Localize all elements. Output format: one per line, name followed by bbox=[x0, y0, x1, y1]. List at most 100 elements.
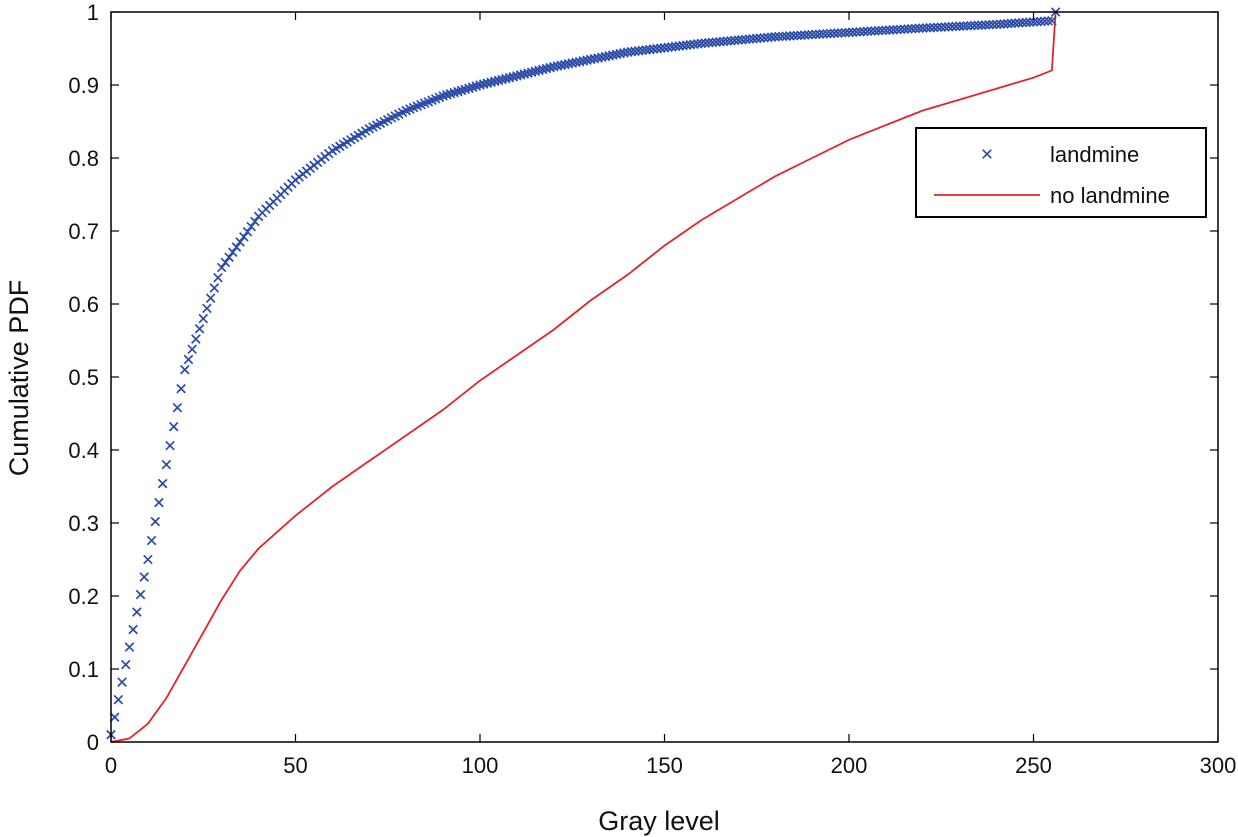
data-point-landmine bbox=[910, 23, 921, 34]
data-point-landmine bbox=[881, 25, 891, 36]
data-point-landmine bbox=[198, 313, 209, 324]
axes-layer: 0 50 100 150 200 250 300 0 0.1 0.2 0.3 0.4 0.5 0.6 0.7… bbox=[68, 0, 1236, 778]
data-point-landmine bbox=[977, 20, 987, 30]
data-point-landmine bbox=[847, 27, 858, 38]
data-point-landmine bbox=[947, 21, 958, 32]
data-point-landmine bbox=[958, 21, 969, 31]
legend-landmine-marker bbox=[982, 149, 992, 159]
data-point-landmine bbox=[139, 572, 150, 582]
data-point-landmine bbox=[932, 22, 943, 33]
legend-landmine-x bbox=[982, 149, 992, 159]
x-tick-label: 100 bbox=[462, 753, 499, 778]
data-point-landmine bbox=[1047, 15, 1057, 26]
data-point-landmine bbox=[965, 20, 976, 31]
data-point-landmine bbox=[1021, 17, 1031, 28]
data-point-landmine bbox=[999, 19, 1009, 29]
data-point-landmine bbox=[984, 19, 995, 30]
data-point-landmine bbox=[161, 459, 172, 470]
data-point-landmine bbox=[969, 20, 980, 31]
data-point-landmine bbox=[1043, 16, 1054, 26]
data-point-landmine bbox=[925, 22, 935, 33]
data-point-landmine bbox=[231, 242, 242, 252]
data-point-landmine bbox=[124, 642, 135, 652]
data-point-landmine bbox=[829, 28, 840, 39]
data-point-landmine bbox=[235, 237, 245, 247]
data-point-landmine bbox=[803, 30, 814, 40]
data-point-landmine bbox=[862, 26, 873, 37]
data-point-landmine bbox=[991, 19, 1002, 30]
y-tick-label: 0.9 bbox=[68, 73, 99, 98]
series-landmine-markers bbox=[106, 7, 1061, 740]
data-point-landmine bbox=[774, 31, 784, 42]
data-point-landmine bbox=[202, 303, 212, 314]
data-point-landmine bbox=[936, 22, 947, 32]
data-point-landmine bbox=[903, 24, 913, 34]
data-point-landmine bbox=[833, 28, 843, 38]
data-point-landmine bbox=[888, 25, 899, 35]
data-point-landmine bbox=[929, 22, 939, 33]
data-point-landmine bbox=[187, 344, 197, 355]
data-point-landmine bbox=[183, 354, 194, 365]
data-point-landmine bbox=[921, 23, 932, 33]
data-point-landmine bbox=[150, 516, 161, 527]
data-point-landmine bbox=[143, 554, 153, 565]
data-point-landmine bbox=[770, 32, 781, 42]
data-point-landmine bbox=[799, 30, 810, 40]
x-tick-label: 0 bbox=[105, 753, 117, 778]
data-point-landmine bbox=[1002, 18, 1013, 29]
data-point-landmine bbox=[250, 216, 260, 227]
data-point-landmine bbox=[917, 23, 928, 33]
y-tick-label: 0.1 bbox=[68, 657, 99, 682]
data-point-landmine bbox=[1010, 18, 1020, 28]
y-tick-label: 0.6 bbox=[68, 292, 99, 317]
data-point-landmine bbox=[176, 383, 186, 394]
data-point-landmine bbox=[146, 535, 157, 546]
data-point-landmine bbox=[165, 440, 175, 451]
data-point-landmine bbox=[168, 421, 179, 432]
data-point-landmine bbox=[884, 25, 895, 35]
data-point-landmine bbox=[873, 25, 884, 36]
legend-box bbox=[915, 127, 1207, 218]
data-point-landmine bbox=[1028, 17, 1039, 27]
data-point-landmine bbox=[154, 497, 164, 508]
data-point-landmine bbox=[1017, 17, 1028, 28]
x-tick-label: 300 bbox=[1200, 753, 1237, 778]
data-point-landmine bbox=[914, 23, 924, 34]
data-point-landmine bbox=[239, 232, 249, 242]
data-point-landmine bbox=[836, 28, 847, 38]
data-point-landmine bbox=[810, 29, 821, 40]
data-point-landmine bbox=[840, 27, 851, 38]
data-point-landmine bbox=[995, 19, 1006, 29]
plot-background bbox=[111, 12, 1218, 742]
data-point-landmine bbox=[135, 589, 146, 600]
data-point-landmine bbox=[781, 31, 792, 41]
legend-label-no-landmine: no landmine bbox=[1050, 183, 1170, 208]
data-point-landmine bbox=[157, 478, 168, 489]
data-point-landmine bbox=[818, 29, 828, 39]
data-point-landmine bbox=[132, 607, 142, 617]
x-tick-label: 200 bbox=[831, 753, 868, 778]
data-point-landmine bbox=[988, 19, 998, 30]
data-point-landmine bbox=[194, 324, 205, 334]
data-point-landmine bbox=[213, 272, 223, 283]
data-point-landmine bbox=[807, 29, 817, 40]
data-point-landmine bbox=[822, 28, 832, 39]
data-point-landmine bbox=[954, 21, 965, 32]
data-point-landmine bbox=[246, 221, 257, 232]
x-tick-label: 50 bbox=[283, 753, 307, 778]
data-point-landmine bbox=[785, 31, 795, 41]
y-tick-label: 0.4 bbox=[68, 438, 99, 463]
y-tick-label: 0.5 bbox=[68, 365, 99, 390]
data-point-landmine bbox=[179, 364, 190, 375]
data-point-landmine bbox=[227, 247, 238, 257]
y-tick-label: 0 bbox=[87, 730, 99, 755]
data-point-landmine bbox=[940, 22, 950, 32]
data-point-landmine bbox=[951, 21, 961, 32]
data-point-landmine bbox=[973, 20, 983, 31]
data-point-landmine bbox=[172, 402, 183, 413]
data-point-landmine bbox=[191, 334, 201, 344]
data-point-landmine bbox=[844, 27, 854, 38]
data-point-landmine bbox=[128, 624, 138, 635]
data-point-landmine bbox=[851, 27, 862, 37]
data-point-landmine bbox=[895, 24, 906, 35]
